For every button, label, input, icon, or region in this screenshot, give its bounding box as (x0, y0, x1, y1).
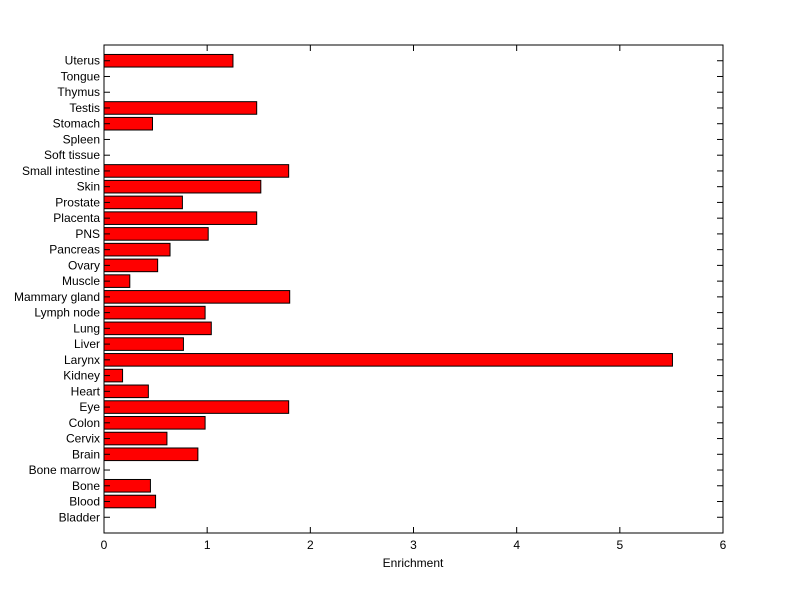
bar-pns (103, 227, 209, 241)
y-tick-label: Mammary gland (14, 290, 100, 304)
y-tick-label: Testis (69, 101, 100, 115)
bar-blood (103, 494, 157, 509)
y-tick-label: Pancreas (49, 243, 100, 257)
y-tick-label: Blood (69, 495, 100, 509)
y-tick-label: Bladder (59, 510, 100, 524)
y-tick-label: Tongue (61, 69, 101, 83)
bar-placenta (103, 211, 258, 225)
y-tick-label: PNS (75, 227, 100, 241)
x-tick-label: 1 (204, 538, 211, 552)
y-tick-label: Larynx (64, 353, 100, 367)
y-tick-label: Stomach (53, 117, 100, 131)
x-tick-labels: 0 1 2 3 4 5 6 (101, 538, 727, 552)
y-tick-label: Lymph node (34, 306, 100, 320)
y-tick-label: Soft tissue (44, 148, 100, 162)
bar-prostate (103, 195, 183, 210)
bar-testis (103, 101, 258, 115)
bar-pancreas (103, 242, 171, 257)
y-tick-label: Thymus (57, 85, 100, 99)
bar-skin (103, 179, 262, 194)
x-tick-label: 2 (307, 538, 314, 552)
y-tick-label: Muscle (62, 274, 100, 288)
y-tick-label: Heart (71, 384, 101, 398)
bar-lymph-node (103, 305, 206, 320)
y-tick-label: Prostate (55, 195, 100, 209)
y-tick-label: Colon (69, 416, 100, 430)
plot-frame (103, 44, 724, 534)
x-tick-label: 5 (616, 538, 623, 552)
y-tick-label: Eye (79, 400, 100, 414)
bar-mammary-gland (103, 290, 291, 304)
plot-area (104, 45, 723, 533)
bar-small-intestine (103, 164, 290, 178)
bar-heart (103, 384, 149, 399)
bar-lung (103, 321, 212, 336)
x-tick-label: 6 (720, 538, 727, 552)
y-tick-label: Uterus (65, 54, 100, 68)
bar-cervix (103, 431, 168, 446)
y-tick-label: Spleen (63, 132, 100, 146)
y-tick-label: Kidney (63, 369, 100, 383)
bar-colon (103, 416, 206, 430)
y-tick-label: Ovary (68, 258, 100, 272)
y-tick-label: Bone marrow (29, 463, 101, 477)
y-tick-label: Skin (77, 180, 100, 194)
x-tick-label: 3 (410, 538, 417, 552)
y-tick-label: Placenta (53, 211, 100, 225)
y-tick-label: Cervix (66, 432, 100, 446)
y-tick-label: Small intestine (22, 164, 100, 178)
bar-brain (103, 447, 199, 462)
bar-uterus (103, 53, 234, 68)
y-tick-label: Liver (74, 337, 100, 351)
x-tick-label: 4 (513, 538, 520, 552)
bar-larynx (103, 353, 673, 367)
x-tick-label: 0 (101, 538, 108, 552)
y-tick-label: Brain (72, 447, 100, 461)
bar-eye (103, 400, 290, 414)
x-axis-label: Enrichment (383, 556, 444, 570)
bar-stomach (103, 116, 153, 131)
bar-ovary (103, 258, 159, 273)
bar-liver (103, 337, 184, 351)
y-tick-label: Lung (73, 321, 100, 335)
bar-bone (103, 478, 151, 493)
y-tick-label: Bone (72, 479, 100, 493)
